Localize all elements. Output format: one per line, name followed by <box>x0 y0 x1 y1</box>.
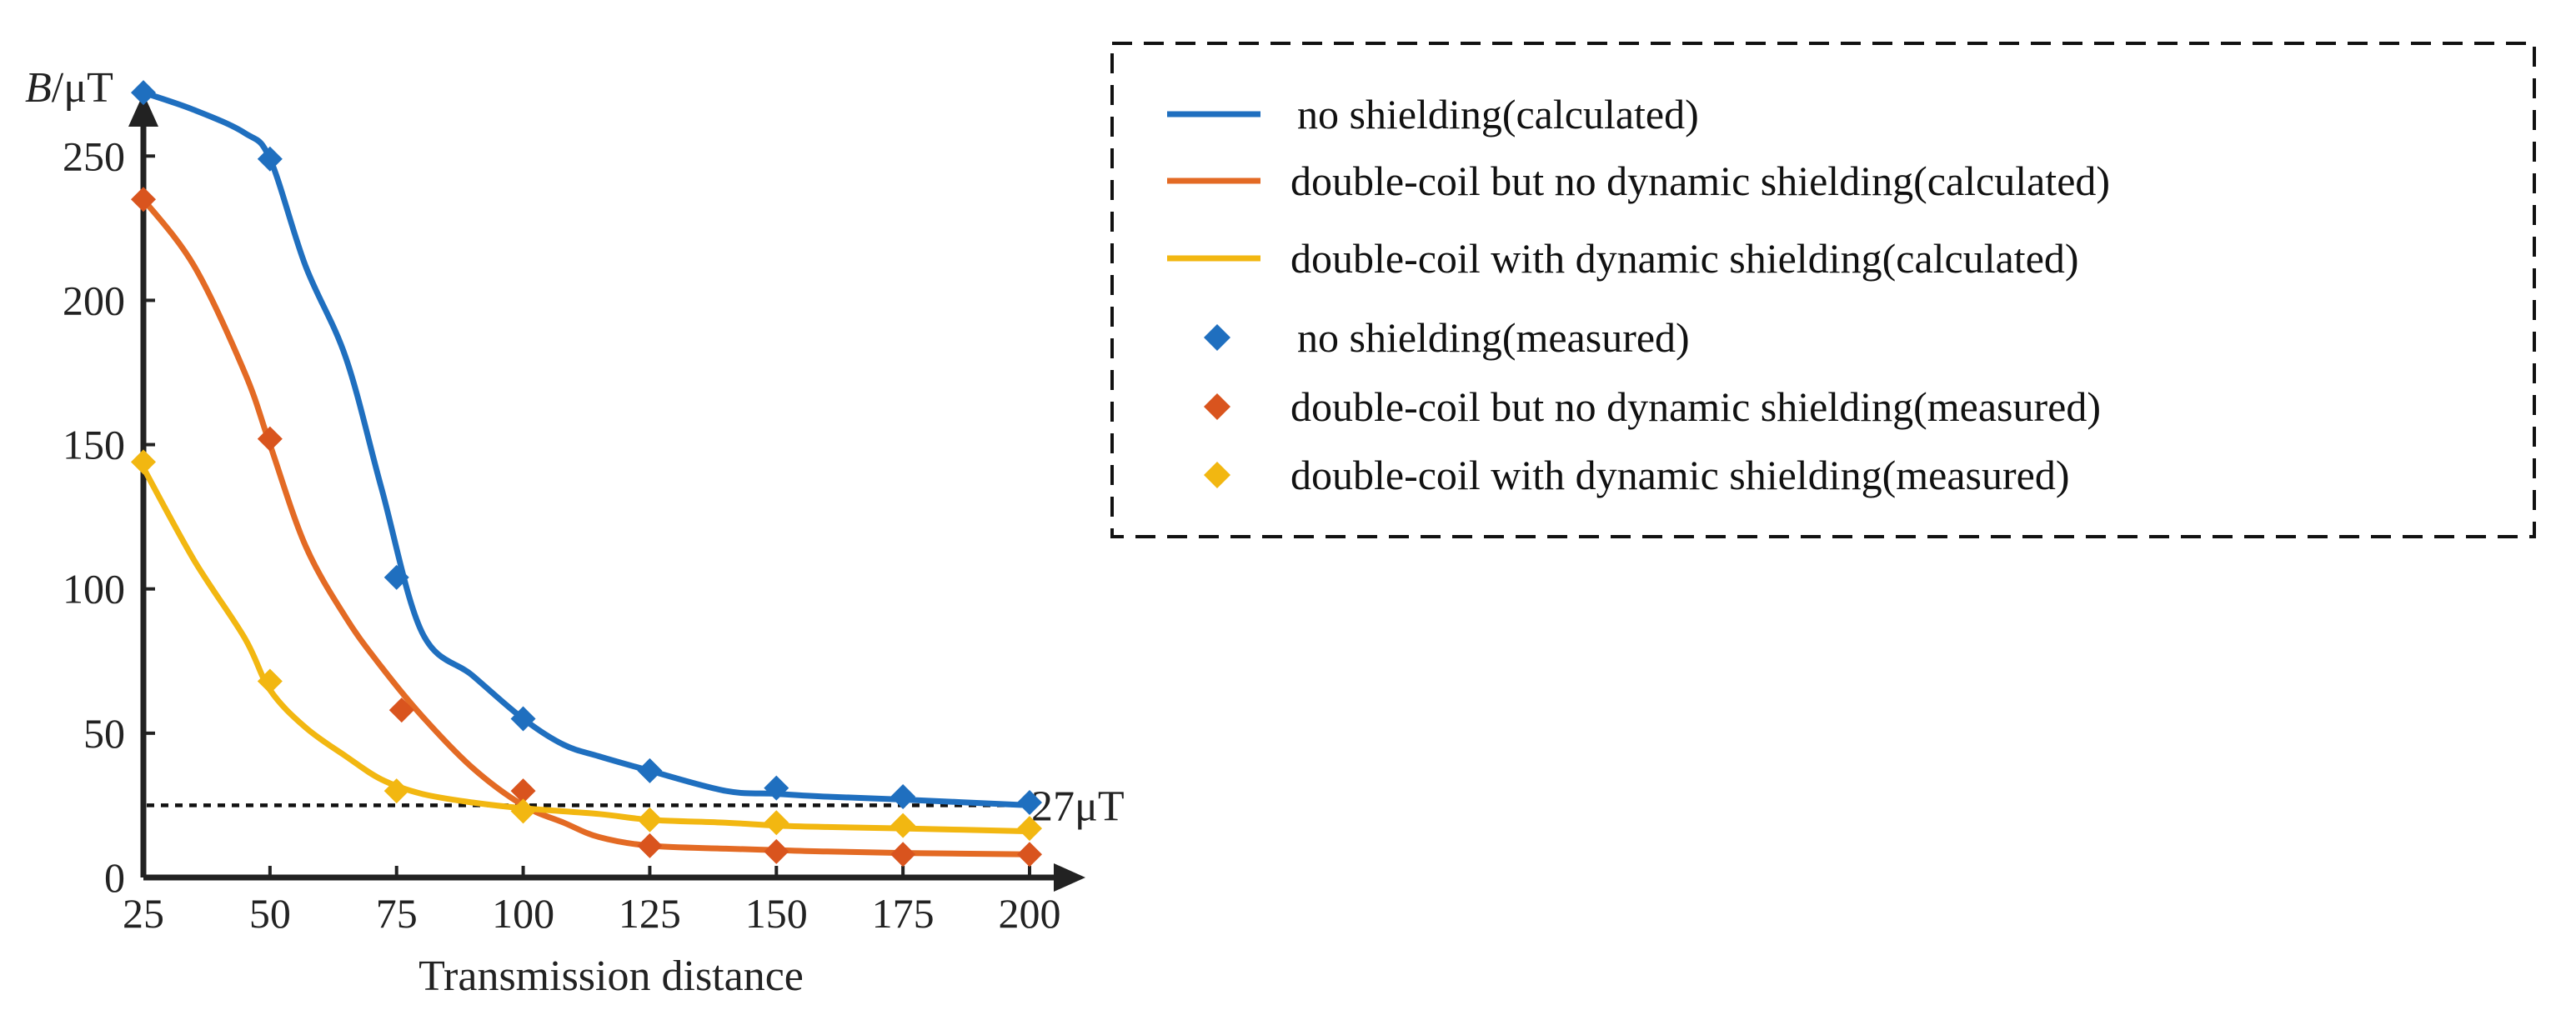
legend-label-double-coil-but-no-dynamic-shielding-calculated: double-coil but no dynamic shielding(cal… <box>1291 158 2110 204</box>
x-tick-label: 125 <box>619 890 681 937</box>
data-point-double-coil-with-dynamic-shielding-measured <box>890 812 916 838</box>
y-tick-label: 250 <box>63 132 125 179</box>
data-point-no-shielding-measured <box>764 775 789 801</box>
data-point-no-shielding-measured <box>510 706 536 732</box>
legend-label-double-coil-with-dynamic-shielding-measured: double-coil with dynamic shielding(measu… <box>1291 452 2069 498</box>
y-tick-label: 200 <box>63 277 125 323</box>
data-point-no-shielding-measured <box>383 564 409 590</box>
legend-swatch-marker <box>1204 393 1230 420</box>
y-tick-label: 100 <box>63 566 125 612</box>
legend-swatch-marker <box>1204 462 1230 488</box>
y-axis-arrow <box>128 93 158 127</box>
data-point-double-coil-but-no-dynamic-shielding-measured <box>510 778 536 804</box>
x-tick-label: 50 <box>249 890 291 937</box>
data-point-no-shielding-measured <box>637 758 663 783</box>
legend-label-no-shielding-measured: no shielding(measured) <box>1297 314 1690 361</box>
data-point-double-coil-but-no-dynamic-shielding-measured <box>764 838 789 864</box>
x-axis-title: Transmission distance <box>418 952 804 1000</box>
data-point-no-shielding-measured <box>1017 789 1042 815</box>
data-point-double-coil-but-no-dynamic-shielding-measured <box>890 842 916 868</box>
data-point-double-coil-but-no-dynamic-shielding-measured <box>388 698 414 723</box>
series-line-double-coil-with-dynamic-shielding-calculated <box>140 464 1033 835</box>
x-tick-label: 150 <box>745 890 808 937</box>
x-tick-label: 175 <box>872 890 935 937</box>
series-line-double-coil-but-no-dynamic-shielding-calculated <box>140 196 1033 858</box>
x-tick-label: 200 <box>999 890 1061 937</box>
data-point-double-coil-with-dynamic-shielding-measured <box>764 810 789 836</box>
data-point-double-coil-but-no-dynamic-shielding-measured <box>257 426 283 452</box>
x-axis-arrow <box>1054 863 1085 892</box>
y-ticks: 0 50 100 150 200 250 <box>63 132 155 901</box>
data-point-double-coil-but-no-dynamic-shielding-measured <box>637 832 663 858</box>
data-point-double-coil-with-dynamic-shielding-measured <box>257 668 283 694</box>
y-axis-title: B/μT <box>25 64 113 112</box>
data-point-no-shielding-measured <box>257 146 283 172</box>
y-axis-title-italic: B <box>25 64 52 112</box>
y-tick-label: 0 <box>104 854 125 901</box>
x-tick-label: 75 <box>376 890 418 937</box>
data-point-double-coil-with-dynamic-shielding-measured <box>383 778 409 804</box>
legend-box <box>1110 42 2536 538</box>
legend: no shielding(calculated) double-coil but … <box>1167 91 2110 498</box>
x-tick-label: 25 <box>123 890 164 937</box>
legend-label-double-coil-but-no-dynamic-shielding-measured: double-coil but no dynamic shielding(mea… <box>1291 383 2101 430</box>
data-point-double-coil-with-dynamic-shielding-measured <box>1017 816 1042 842</box>
data-point-double-coil-with-dynamic-shielding-measured <box>131 449 156 475</box>
x-tick-label: 100 <box>492 890 554 937</box>
data-point-double-coil-but-no-dynamic-shielding-measured <box>1017 842 1042 868</box>
data-point-double-coil-with-dynamic-shielding-measured <box>510 798 536 824</box>
data-point-no-shielding-measured <box>890 784 916 810</box>
x-ticks: 25 50 75 100 125 150 175 200 <box>123 866 1061 937</box>
y-tick-label: 50 <box>83 710 125 757</box>
series-layer <box>140 89 1033 858</box>
legend-label-no-shielding-calculated: no shielding(calculated) <box>1297 91 1699 138</box>
y-axis-title-unit: /μT <box>52 64 113 112</box>
data-point-double-coil-but-no-dynamic-shielding-measured <box>131 187 156 212</box>
legend-label-double-coil-with-dynamic-shielding-calculated: double-coil with dynamic shielding(calcu… <box>1291 235 2079 282</box>
legend-swatch-marker <box>1204 324 1230 351</box>
data-point-no-shielding-measured <box>131 80 156 106</box>
reference-line-label: 27μT <box>1031 782 1125 830</box>
marker-layer <box>131 80 1042 868</box>
y-tick-label: 150 <box>63 422 125 468</box>
data-point-double-coil-with-dynamic-shielding-measured <box>637 807 663 832</box>
